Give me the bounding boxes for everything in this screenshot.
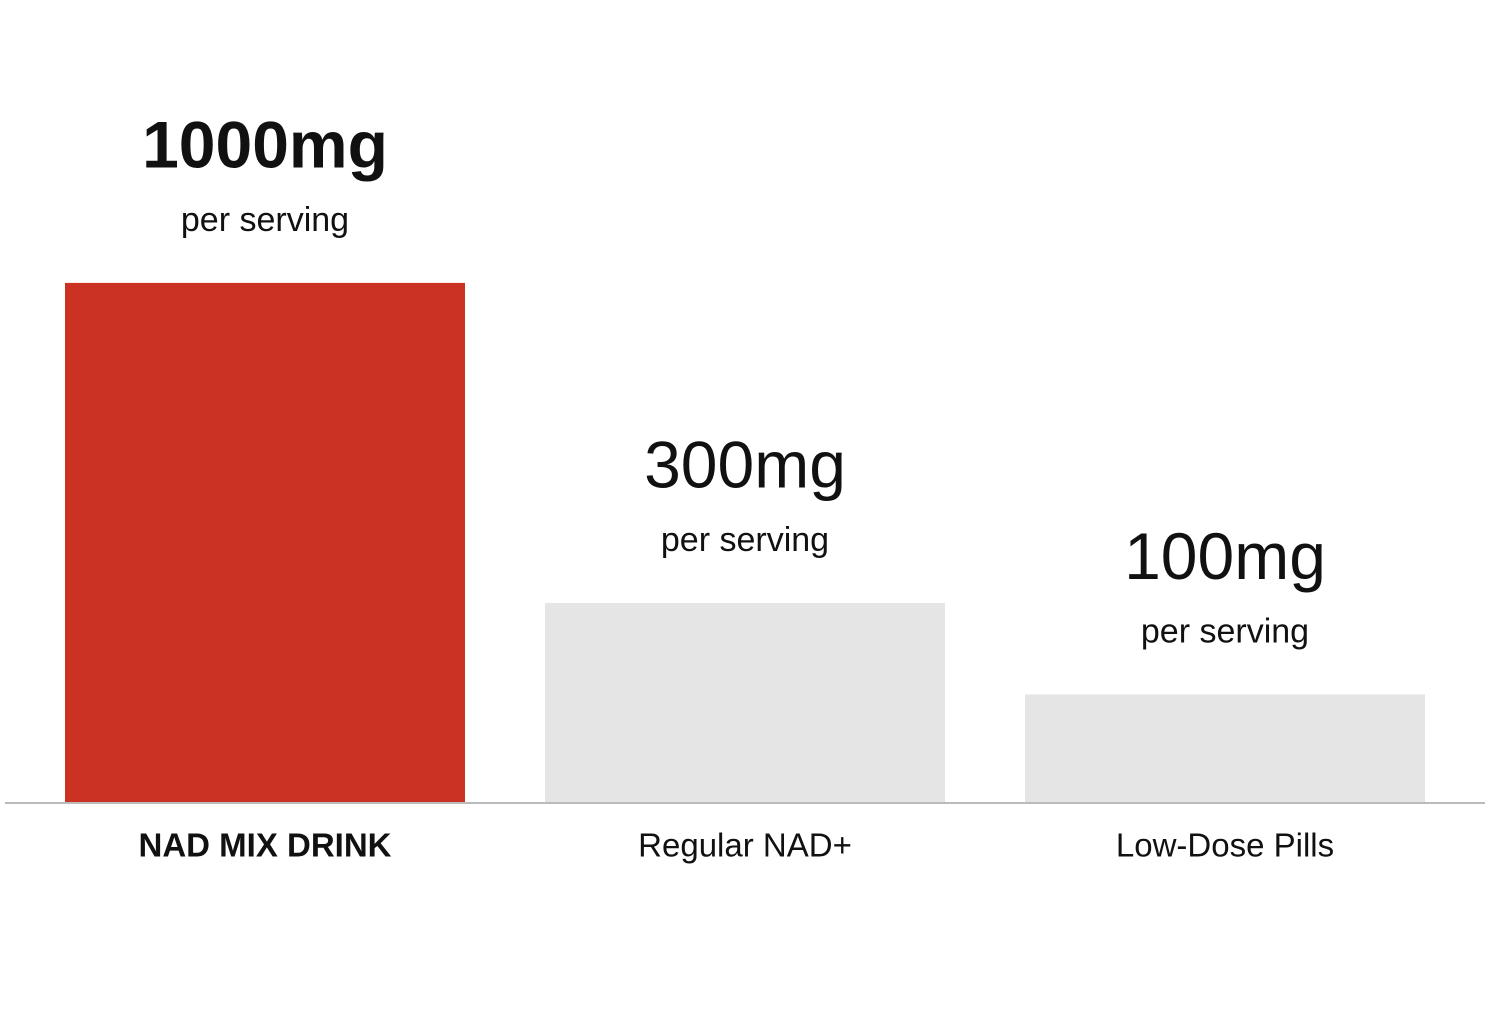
annotation: per serving bbox=[661, 521, 829, 559]
x-tick-label: Regular NAD+ bbox=[638, 827, 852, 864]
bar bbox=[65, 282, 465, 804]
value-label: 100mg bbox=[1124, 519, 1326, 593]
x-tick-label: Low-Dose Pills bbox=[1116, 827, 1334, 864]
bar bbox=[545, 602, 945, 803]
x-tick-label: NAD MIX DRINK bbox=[139, 827, 392, 864]
value-label: 300mg bbox=[644, 427, 846, 501]
annotation: per serving bbox=[1141, 612, 1309, 650]
value-label: 1000mg bbox=[142, 107, 388, 181]
annotation: per serving bbox=[181, 201, 349, 239]
bar bbox=[1025, 694, 1425, 803]
